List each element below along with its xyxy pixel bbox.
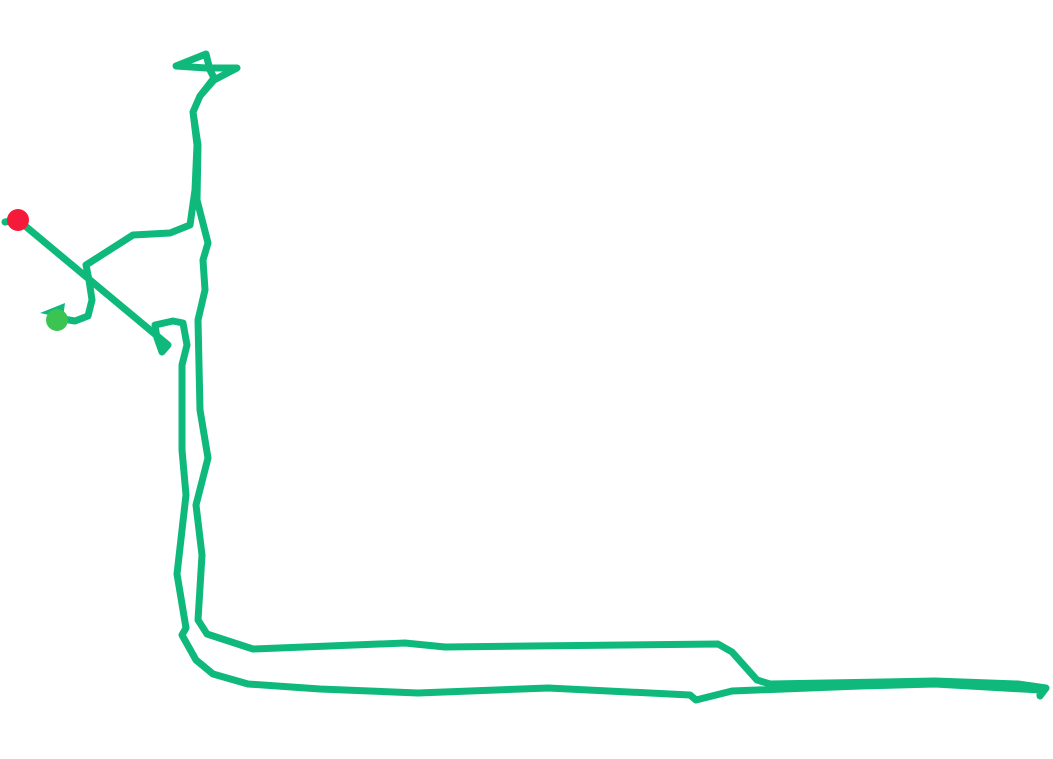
track (1, 50, 1050, 704)
start-marker (46, 309, 68, 331)
end-marker (7, 209, 29, 231)
